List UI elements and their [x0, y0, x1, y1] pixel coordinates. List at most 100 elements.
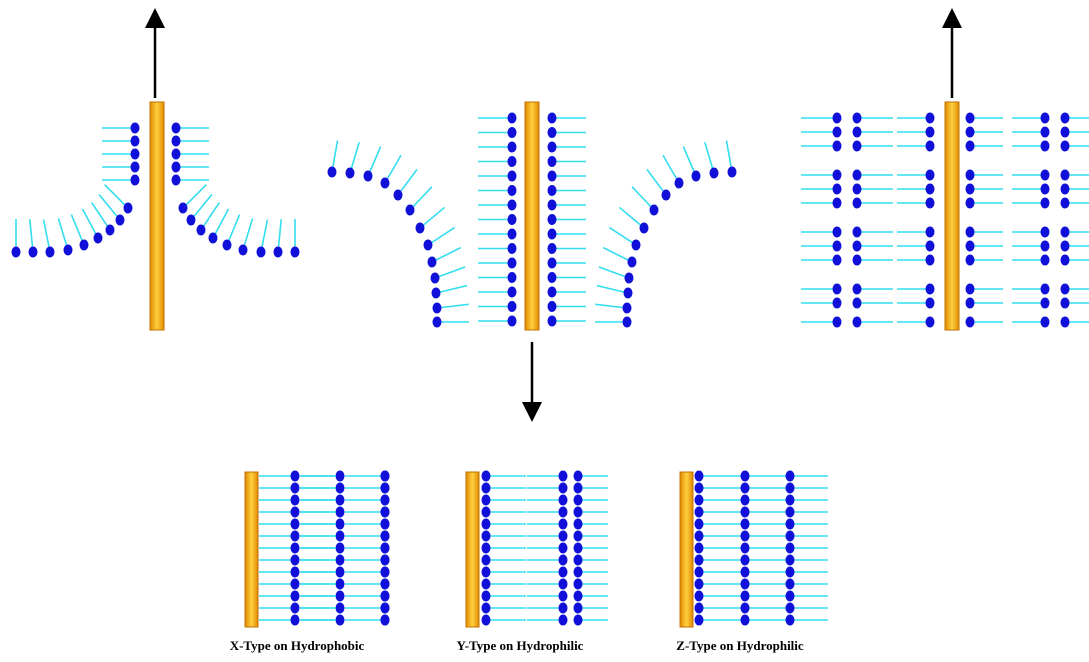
head: [291, 483, 300, 494]
head: [853, 241, 862, 252]
head: [1061, 198, 1070, 209]
head: [381, 471, 390, 482]
head: [559, 507, 568, 518]
head: [559, 555, 568, 566]
head: [741, 471, 750, 482]
head: [786, 531, 795, 542]
head: [692, 171, 701, 182]
head: [926, 127, 935, 138]
head: [728, 167, 737, 178]
head: [1061, 170, 1070, 181]
head: [428, 257, 437, 268]
head: [46, 247, 55, 258]
substrate: [150, 102, 164, 330]
head: [559, 603, 568, 614]
head: [623, 303, 632, 314]
head: [695, 615, 704, 626]
head: [291, 567, 300, 578]
head: [926, 170, 935, 181]
head: [966, 255, 975, 266]
head: [966, 317, 975, 328]
lb-film-diagram: X-Type on Hydrophobic Y-Type on Hydrophi…: [0, 0, 1089, 662]
head: [559, 483, 568, 494]
head: [926, 184, 935, 195]
head: [94, 233, 103, 244]
tail: [597, 286, 628, 293]
head: [548, 200, 557, 211]
head: [966, 141, 975, 152]
head: [548, 127, 557, 138]
head: [431, 273, 440, 284]
head: [926, 141, 935, 152]
head: [482, 555, 491, 566]
head: [548, 258, 557, 269]
head: [741, 615, 750, 626]
head: [1061, 241, 1070, 252]
head: [1061, 298, 1070, 309]
caption: Y-Type on Hydrophilic: [457, 638, 584, 653]
head: [291, 531, 300, 542]
head: [559, 579, 568, 590]
head: [695, 495, 704, 506]
head: [966, 241, 975, 252]
head: [548, 229, 557, 240]
head: [1041, 141, 1050, 152]
head: [853, 255, 862, 266]
caption: X-Type on Hydrophobic: [230, 638, 365, 653]
tail: [428, 227, 455, 245]
head: [853, 317, 862, 328]
head: [833, 141, 842, 152]
head: [833, 317, 842, 328]
head: [274, 247, 283, 258]
head: [741, 567, 750, 578]
head: [926, 255, 935, 266]
head: [172, 149, 181, 160]
head: [508, 113, 517, 124]
head: [328, 167, 337, 178]
head: [223, 240, 232, 251]
head: [291, 247, 300, 258]
head: [695, 555, 704, 566]
head: [548, 113, 557, 124]
head: [381, 555, 390, 566]
head: [695, 531, 704, 542]
head: [741, 507, 750, 518]
head: [853, 284, 862, 295]
head: [559, 543, 568, 554]
head: [1061, 113, 1070, 124]
head: [833, 113, 842, 124]
head: [833, 284, 842, 295]
head: [291, 615, 300, 626]
head: [574, 531, 583, 542]
head: [574, 543, 583, 554]
substrate: [466, 472, 479, 627]
head: [508, 258, 517, 269]
head: [508, 142, 517, 153]
head: [926, 284, 935, 295]
head: [291, 543, 300, 554]
head: [695, 603, 704, 614]
head: [1041, 227, 1050, 238]
head: [482, 543, 491, 554]
head: [508, 127, 517, 138]
head: [257, 247, 266, 258]
head: [786, 567, 795, 578]
head: [1041, 241, 1050, 252]
tail: [437, 304, 469, 308]
head: [381, 483, 390, 494]
head: [336, 567, 345, 578]
head: [548, 301, 557, 312]
head: [853, 141, 862, 152]
head: [548, 142, 557, 153]
head: [574, 603, 583, 614]
head: [786, 519, 795, 530]
head: [80, 240, 89, 251]
head: [786, 579, 795, 590]
head: [574, 591, 583, 602]
head: [336, 531, 345, 542]
head: [786, 471, 795, 482]
head: [291, 471, 300, 482]
substrate: [680, 472, 693, 627]
substrate: [245, 472, 258, 627]
head: [381, 178, 390, 189]
